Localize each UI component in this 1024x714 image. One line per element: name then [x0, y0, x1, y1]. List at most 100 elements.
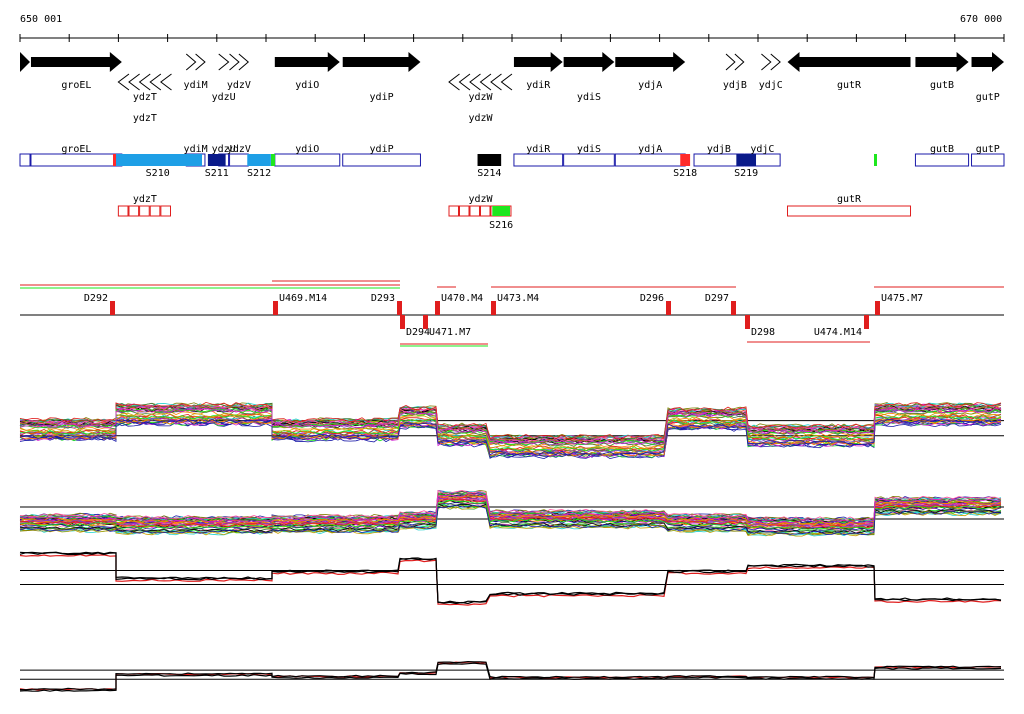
expression-trace — [19, 503, 1002, 534]
track-plus-label-gutP: gutP — [976, 144, 1000, 155]
expression-trace — [19, 497, 1002, 529]
ruler-end-label: 670 000 — [960, 14, 1002, 25]
gene-chevron-ydiM — [195, 53, 206, 71]
transcript-flag — [666, 301, 671, 315]
gene-label-ydzT: ydzT — [133, 92, 157, 103]
track-plus-box-ydzV — [229, 153, 249, 167]
track-plus-segment-S219 — [736, 154, 757, 166]
track-minus-box-ydzW — [479, 205, 491, 217]
transcript-flag — [435, 301, 440, 315]
gene-arrow-ydiP — [342, 52, 421, 72]
expression-trace — [19, 406, 1002, 444]
track-minus-box-ydzT — [128, 205, 140, 217]
transcript-label-D292: D292 — [84, 293, 108, 304]
gene-chevron-ydiM — [185, 53, 197, 71]
transcript-label-D294: D294 — [406, 327, 430, 338]
expression-trace — [19, 553, 1002, 606]
gene-chevron-ydzT — [138, 73, 151, 91]
expression-trace — [19, 551, 1002, 605]
gene-chevron-ydzW — [448, 73, 460, 91]
track-plus-segment-S212 — [247, 154, 271, 166]
track-plus-label-gutB: gutB — [930, 144, 954, 155]
gene-chevron-ydzT — [128, 73, 140, 91]
transcript-label-D297: D297 — [705, 293, 729, 304]
track-minus-label-gutR: gutR — [837, 194, 862, 205]
gene-arrow-gutB — [915, 52, 969, 72]
expression-trace — [19, 407, 1002, 445]
gene-chevron-ydjB — [725, 53, 736, 71]
track-plus-segment-S211 — [207, 154, 226, 166]
track-minus-box-ydzT — [149, 205, 161, 217]
gene-label-ydjA: ydjA — [638, 80, 662, 91]
ruler-start-label: 650 001 — [20, 14, 62, 25]
gene-label-gutP: gutP — [976, 92, 1000, 103]
transcript-flag — [397, 301, 402, 315]
track-plus-label-ydzV: ydzV — [227, 144, 251, 155]
track-plus-label-ydiM: ydiM — [184, 144, 208, 155]
track-plus-segment-label-S212: S212 — [247, 168, 271, 179]
transcript-flag — [400, 315, 405, 329]
track-plus-label-ydiR: ydiR — [526, 144, 551, 155]
coordinate-ruler: 650 001 670 000 — [19, 14, 1005, 42]
ruler-ticks — [19, 34, 1005, 42]
gene-arrow-gutR — [787, 52, 911, 72]
track-plus-label-groEL: groEL — [61, 144, 91, 155]
expression-trace — [19, 413, 1002, 451]
track-minus-box-gutR — [787, 205, 912, 217]
transcript-label-U470.M4: U470.M4 — [441, 293, 483, 304]
track-minus-label-ydzT: ydzT — [133, 194, 157, 205]
gene-annotation-track — [20, 52, 1004, 91]
gene-label-gutR: gutR — [837, 80, 862, 91]
gene-arrow-ydjA — [615, 52, 686, 72]
expression-trace — [19, 495, 1002, 526]
track-minus-box-ydzW — [448, 205, 459, 217]
tiling-panel-1 — [19, 401, 1004, 460]
gene-arrow-ydiS — [563, 52, 615, 72]
track-plus-label-ydiS: ydiS — [577, 144, 601, 155]
gene-chevron-ydzW — [469, 73, 481, 91]
track-plus-label-ydzU: ydzU — [212, 144, 236, 155]
track-plus-box-ydiO — [274, 153, 341, 167]
expression-trace — [19, 489, 1002, 521]
gene-arrow-ydiR — [513, 52, 563, 72]
track-plus-marker — [113, 154, 116, 166]
gene-label-secondary-ydzT: ydzT — [133, 113, 157, 124]
track-plus-label-ydjB: ydjB — [707, 144, 731, 155]
gene-chevron-ydzU — [218, 53, 230, 71]
track-plus-segment-label-S210: S210 — [146, 168, 170, 179]
gene-label-ydzW: ydzW — [468, 92, 493, 103]
track-plus-box-groEL — [30, 153, 123, 167]
minus-strand-feature-track: ydzT ydzW gutR S216 — [117, 194, 912, 231]
gene-arrow-ydiO — [274, 52, 340, 72]
expression-trace — [19, 503, 1002, 535]
tiling-panel-2 — [19, 489, 1004, 537]
transcript-flag — [864, 315, 869, 329]
gene-label-ydzU: ydzU — [212, 92, 236, 103]
transcript-label-D293: D293 — [371, 293, 395, 304]
track-minus-box-ydzT — [117, 205, 129, 217]
expression-trace — [19, 410, 1002, 448]
gene-label-ydiP: ydiP — [370, 92, 394, 103]
gene-arrow-gutP — [971, 52, 1004, 72]
gene-label-ydiR: ydiR — [526, 80, 551, 91]
gene-label-secondary-ydzW: ydzW — [468, 113, 493, 124]
gene-chevron-ydzV — [229, 53, 240, 71]
transcript-label-U471.M7: U471.M7 — [429, 327, 471, 338]
expression-trace — [19, 551, 1002, 604]
gene-label-ydiO: ydiO — [295, 80, 319, 91]
transcript-flag — [745, 315, 750, 329]
expression-trace — [19, 661, 1002, 691]
expression-trace — [19, 402, 1002, 441]
transcript-feature-track: D292 U469.M14 D293 U470.M4 U473.M4 D296 D297 U4… — [20, 280, 1004, 347]
expression-trace — [19, 502, 1002, 532]
expression-trace — [19, 660, 1002, 691]
gene-chevron-ydjB — [734, 53, 745, 71]
track-plus-box-ydiR — [513, 153, 564, 167]
gene-chevron-ydjC — [761, 53, 772, 71]
track-minus-segment-label-S216: S216 — [489, 220, 513, 231]
track-plus-segment-S218 — [680, 154, 691, 166]
track-plus-segment-S214 — [477, 154, 502, 166]
expression-trace — [19, 418, 1002, 456]
gene-label-ydzV: ydzV — [227, 80, 251, 91]
